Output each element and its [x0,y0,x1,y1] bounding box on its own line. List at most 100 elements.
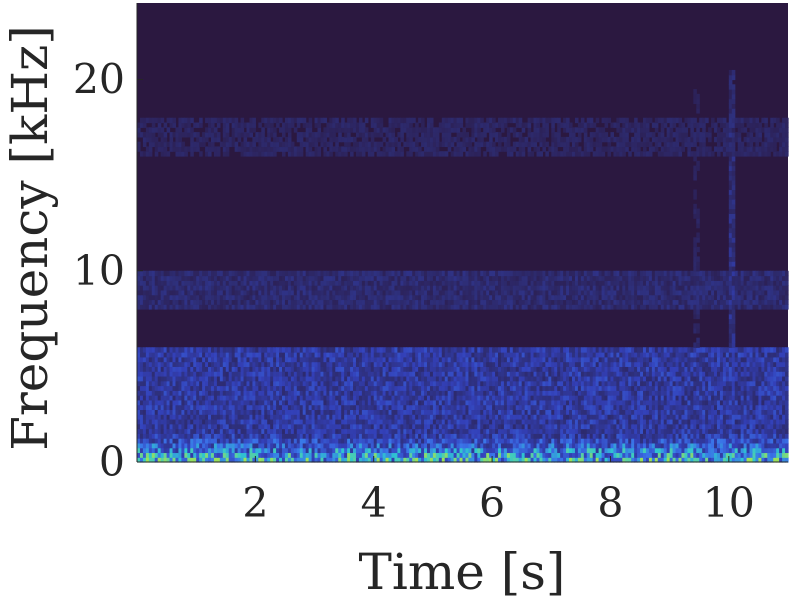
spectrogram-cell [279,428,283,434]
spectrogram-cell [373,414,378,420]
spectrogram-cell [708,380,712,387]
spectrogram-cell [465,371,470,377]
spectrogram-cell [379,390,384,396]
spectrogram-cell [355,366,360,372]
spectrogram-cell [755,452,760,458]
spectrogram-cell [243,399,248,406]
spectrogram-cell [498,452,502,458]
spectrogram-cell [225,371,230,377]
spectrogram-cell [589,418,594,425]
spectrogram-cell [276,423,280,430]
spectrogram-cell [213,457,218,463]
spectrogram-cell [142,452,147,458]
spectrogram-cell [415,409,419,415]
spectrogram-cell [495,452,499,458]
spectrogram-cell [592,423,597,430]
spectrogram-cell [210,366,215,372]
spectrogram-cell [373,399,378,406]
spectrogram-cell [353,404,357,411]
spectrogram-cell [249,404,254,411]
spectrogram-cell [409,442,413,449]
spectrogram-cell [261,366,265,372]
spectrogram-cell [492,399,496,406]
spectrogram-cell [503,371,508,377]
spectrogram-cell [418,438,422,444]
spectrogram-cell [509,423,514,430]
spectrogram-cell [651,442,656,449]
spectrogram-cell [663,452,668,458]
spectrogram-cell [604,438,609,444]
spectrogram-cell [761,356,765,363]
spectrogram-cell [282,404,286,411]
spectrogram-cell [361,371,366,377]
spectrogram-cell [293,380,298,387]
spectrogram-cell [175,361,180,367]
spectrogram-cell [426,361,431,367]
spectrogram-cell [569,390,573,396]
spectrogram-cell [734,423,739,430]
spectrogram-cell [477,356,481,363]
spectrogram-cell [681,380,686,387]
spectrogram-cell [370,452,375,458]
spectrogram-cell [669,418,674,425]
spectrogram-cell [338,423,342,430]
spectrogram-cell [172,390,177,396]
spectrogram-cell [637,390,641,396]
spectrogram-cell [361,414,366,420]
spectrogram-cell [589,390,594,396]
spectrogram-cell [338,380,342,387]
spectrogram-cell [486,356,490,363]
spectrogram-cell [506,418,511,425]
spectrogram-cell [722,409,727,415]
spectrogram-cell [397,414,401,420]
spectrogram-cell [637,433,641,439]
spectrogram-cell [663,371,668,377]
spectrogram-cell [361,433,366,439]
spectrogram-cell [604,395,609,401]
spectrogram-cell [435,452,440,458]
spectrogram-cell [657,366,662,372]
spectrogram-cell [752,457,757,463]
spectrogram-cell [512,447,517,454]
spectrogram-cell [619,409,623,415]
spectrogram-cell [350,418,354,425]
spectrogram-cell [705,380,709,387]
spectrogram-cell [202,375,206,382]
spectrogram-cell [660,385,665,391]
spectrogram-cell [681,447,686,454]
spectrogram-cell [551,371,555,377]
spectrogram-cell [175,423,180,430]
spectrogram-cell [595,361,600,367]
spectrogram-cell [728,433,733,439]
spectrogram-cell [672,356,677,363]
spectrogram-cell [503,356,508,363]
spectrogram-cell [506,380,511,387]
spectrogram-cell [592,409,597,415]
spectrogram-cell [210,428,215,434]
spectrogram-cell [225,385,230,391]
spectrogram-cell [690,414,694,420]
spectrogram-cell [631,452,635,458]
spectrogram-cell [267,395,271,401]
spectrogram-cell [394,452,398,458]
spectrogram-cell [643,366,647,372]
spectrogram-cell [441,356,446,363]
spectrogram-cell [139,428,144,434]
spectrogram-cell [563,433,567,439]
spectrogram-cell [314,356,319,363]
spectrogram-cell [722,457,727,463]
spectrogram-cell [702,452,706,458]
spectrogram-cell [450,452,455,458]
spectrogram-cell [702,375,706,382]
spectrogram-cell [489,423,493,430]
spectrogram-cell [571,385,576,391]
spectrogram-cell [296,447,301,454]
spectrogram-cell [566,442,570,449]
spectrogram-cell [598,356,603,363]
spectrogram-cell [335,395,339,401]
spectrogram-cell [317,375,322,382]
spectrogram-cell [412,409,416,415]
spectrogram-cell [607,433,612,439]
spectrogram-cell [604,380,609,387]
spectrogram-cell [714,399,718,406]
